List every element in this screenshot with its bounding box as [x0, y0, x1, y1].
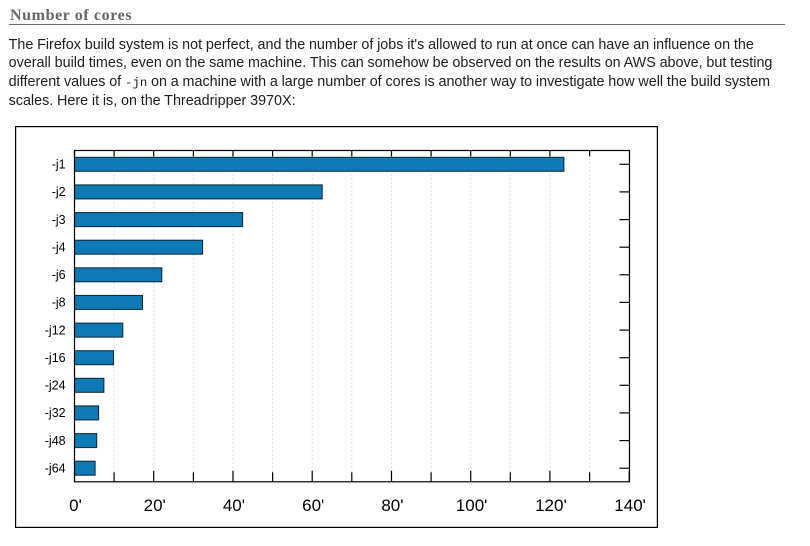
svg-text:20': 20': [144, 496, 166, 515]
svg-text:100': 100': [456, 496, 488, 515]
svg-text:-j1: -j1: [52, 158, 66, 172]
svg-text:0': 0': [69, 496, 82, 515]
svg-text:-j8: -j8: [52, 296, 66, 310]
svg-text:140': 140': [614, 496, 646, 515]
svg-text:-j6: -j6: [52, 268, 66, 282]
svg-text:-j32: -j32: [45, 406, 66, 420]
svg-text:120': 120': [535, 496, 567, 515]
svg-text:-j64: -j64: [45, 462, 66, 476]
svg-text:80': 80': [381, 496, 403, 515]
svg-text:-j48: -j48: [45, 434, 66, 448]
svg-text:-j12: -j12: [45, 323, 66, 337]
svg-text:-j3: -j3: [52, 213, 66, 227]
svg-text:-j4: -j4: [52, 241, 66, 255]
svg-text:-j2: -j2: [52, 185, 66, 199]
svg-text:-j24: -j24: [45, 379, 66, 393]
svg-text:40': 40': [223, 496, 245, 515]
svg-text:-j16: -j16: [45, 351, 66, 365]
svg-text:60': 60': [302, 496, 324, 515]
